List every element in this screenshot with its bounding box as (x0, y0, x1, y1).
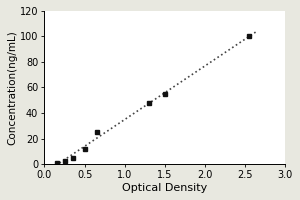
X-axis label: Optical Density: Optical Density (122, 183, 208, 193)
Y-axis label: Concentration(ng/mL): Concentration(ng/mL) (7, 30, 17, 145)
